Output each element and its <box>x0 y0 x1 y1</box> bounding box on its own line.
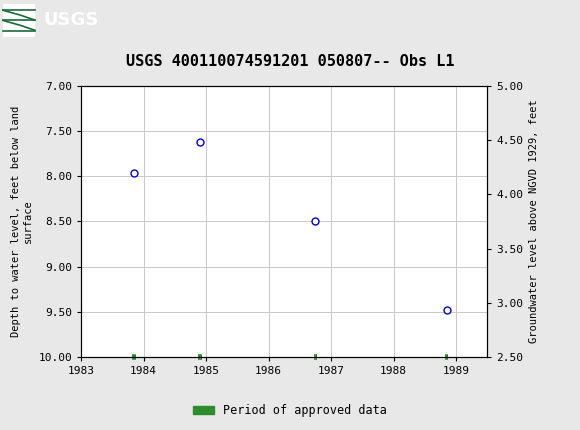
Legend: Period of approved data: Period of approved data <box>188 399 392 422</box>
Y-axis label: Groundwater level above NGVD 1929, feet: Groundwater level above NGVD 1929, feet <box>529 100 539 343</box>
FancyBboxPatch shape <box>3 4 35 37</box>
Text: USGS 400110074591201 050807-- Obs L1: USGS 400110074591201 050807-- Obs L1 <box>126 54 454 69</box>
Text: USGS: USGS <box>44 12 99 29</box>
Y-axis label: Depth to water level, feet below land
surface: Depth to water level, feet below land su… <box>11 106 33 337</box>
